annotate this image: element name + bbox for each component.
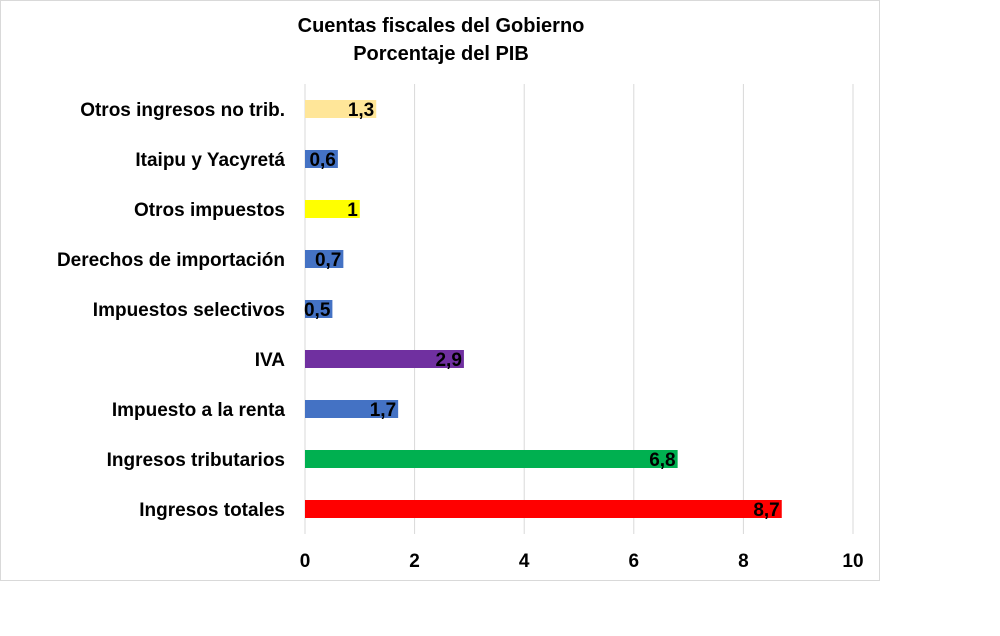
data-label: 0,5 (304, 300, 331, 321)
category-label: Impuesto a la renta (112, 400, 286, 421)
data-label: 6,8 (649, 450, 675, 471)
chart-title-line-2: Porcentaje del PIB (353, 43, 529, 65)
chart-frame: Cuentas fiscales del Gobierno Porcentaje… (0, 0, 880, 581)
chart-title-line-1: Cuentas fiscales del Gobierno (298, 15, 585, 37)
chart: Cuentas fiscales del Gobierno Porcentaje… (57, 15, 864, 572)
x-tick-label: 4 (519, 551, 530, 572)
x-tick-label: 8 (738, 551, 749, 572)
bar (305, 450, 678, 468)
data-label: 8,7 (753, 500, 779, 521)
category-labels: Ingresos totales Ingresos tributarios Impu… (57, 100, 285, 521)
bar (305, 400, 399, 418)
data-label: 0,7 (315, 250, 341, 271)
data-labels: 8,7 6,8 1,7 2,9 0,5 0,7 1 0,6 1,3 (304, 100, 780, 521)
category-label: Otros ingresos no trib. (80, 100, 285, 121)
bar (305, 250, 344, 268)
data-label: 0,6 (309, 150, 335, 171)
bar (305, 350, 464, 368)
x-axis-ticks: 0 2 4 6 8 10 (300, 551, 864, 572)
category-label: Impuestos selectivos (93, 300, 285, 321)
bar (305, 150, 338, 168)
data-label: 1 (347, 200, 358, 221)
category-label: Ingresos tributarios (107, 450, 285, 471)
data-label: 1,3 (348, 100, 374, 121)
x-tick-label: 10 (842, 551, 863, 572)
data-label: 1,7 (370, 400, 396, 421)
category-label: IVA (255, 350, 286, 371)
category-label: Itaipu y Yacyretá (135, 150, 285, 171)
x-tick-label: 6 (629, 551, 640, 572)
category-label: Derechos de importación (57, 250, 285, 271)
category-label: Ingresos totales (139, 500, 285, 521)
x-tick-label: 2 (409, 551, 420, 572)
category-label: Otros impuestos (134, 200, 285, 221)
data-label: 2,9 (435, 350, 461, 371)
x-tick-label: 0 (300, 551, 311, 572)
bars (305, 100, 782, 518)
bar (305, 200, 360, 218)
bar (305, 100, 377, 118)
bar (305, 500, 782, 518)
bar (305, 300, 333, 318)
